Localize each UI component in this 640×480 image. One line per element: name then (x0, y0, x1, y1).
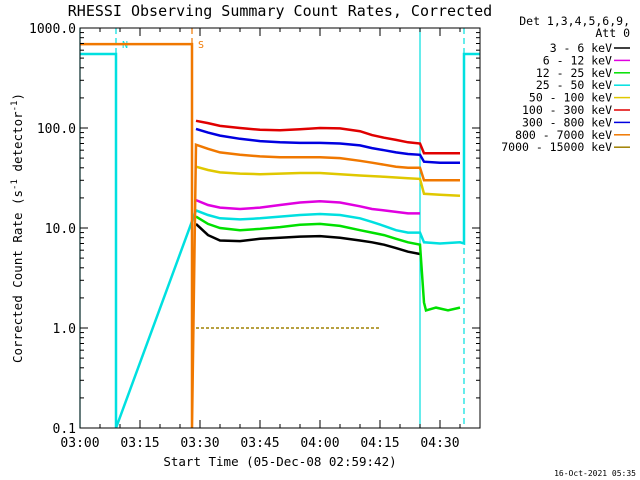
y-tick-label: 100.0 (37, 122, 76, 137)
series-line (195, 119, 460, 155)
legend-entry-label: 300 - 800 keV (522, 115, 612, 129)
time-marker-label: N (122, 40, 128, 51)
series-line (195, 198, 420, 215)
series-line (195, 222, 421, 256)
legend-entry-label: 7000 - 15000 keV (501, 140, 612, 154)
y-tick-label: 1.0 (53, 322, 76, 337)
chart-title: RHESSI Observing Summary Count Rates, Co… (68, 2, 492, 20)
legend-entry-label: 3 - 6 keV (550, 41, 612, 55)
y-tick-label: 0.1 (53, 422, 76, 437)
x-tick-label: 04:15 (360, 436, 399, 451)
legend-entry-label: 800 - 7000 keV (515, 128, 612, 142)
time-marker-label: S (198, 40, 204, 51)
x-tick-label: 04:00 (300, 436, 339, 451)
legend-entry-label: 50 - 100 keV (529, 91, 612, 105)
footer-timestamp: 16-Oct-2021 05:35 (554, 469, 636, 478)
series-line (195, 215, 461, 312)
x-axis-label: Start Time (05-Dec-08 02:59:42) (163, 454, 396, 469)
x-tick-label: 03:45 (240, 436, 279, 451)
legend-entry-label: 12 - 25 keV (536, 66, 612, 80)
y-tick-label: 1000.0 (29, 22, 76, 37)
x-tick-label: 03:00 (60, 436, 99, 451)
legend-entry-label: 25 - 50 keV (536, 78, 612, 92)
x-tick-label: 04:30 (420, 436, 459, 451)
x-axis: 03:00 03:15 03:30 03:45 04:00 04:15 04:30 (60, 28, 481, 451)
legend-header-detectors: Det 1,3,4,5,6,9, (519, 14, 630, 28)
legend-header-attenuator: Att 0 (595, 26, 630, 40)
y-axis: 1000.0 100.0 10.0 1.0 0.1 (29, 22, 480, 437)
series-line (195, 165, 461, 198)
y-tick-label: 10.0 (45, 222, 76, 237)
legend-entry-label: 100 - 300 keV (522, 103, 612, 117)
series-line (80, 42, 460, 429)
series-line (80, 52, 480, 429)
legend-entry-label: 6 - 12 keV (543, 53, 612, 67)
x-tick-label: 03:15 (120, 436, 159, 451)
series-line (195, 127, 460, 164)
y-axis-label: Corrected Count Rate (s-1 detector-1) (10, 93, 25, 363)
x-tick-label: 03:30 (180, 436, 219, 451)
